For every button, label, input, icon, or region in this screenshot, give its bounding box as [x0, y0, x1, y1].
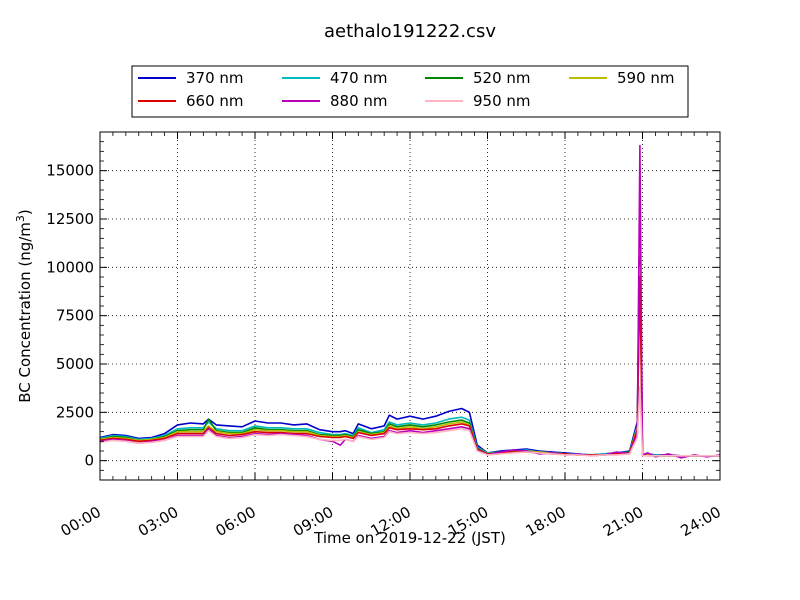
y-axis-label-sup: 3	[14, 215, 27, 222]
y-tick-label: 12500	[46, 210, 94, 228]
y-axis-label-main: BC Concentration (ng/m	[16, 222, 34, 403]
y-tick-label: 10000	[46, 258, 94, 276]
y-tick-label: 5000	[56, 355, 94, 373]
series-layer	[99, 144, 721, 459]
legend-label: 590 nm	[617, 69, 675, 87]
y-tick-label: 2500	[56, 403, 94, 421]
legend-label: 660 nm	[186, 92, 244, 110]
y-tick-label: 15000	[46, 162, 94, 180]
legend-label: 950 nm	[473, 92, 531, 110]
grid	[100, 132, 720, 480]
series-line-880-nm	[99, 144, 721, 459]
series-line-370-nm	[99, 218, 720, 457]
ticks	[99, 131, 721, 481]
legend-label: 370 nm	[186, 69, 244, 87]
series-line-950-nm	[99, 386, 720, 457]
legend-label: 880 nm	[330, 92, 388, 110]
legend-frame	[131, 65, 689, 118]
legend-label: 520 nm	[473, 69, 531, 87]
y-axis-label: BC Concentration (ng/m3)	[14, 209, 34, 403]
x-axis-label: Time on 2019-12-22 (JST)	[313, 529, 506, 547]
legend-label: 470 nm	[330, 69, 388, 87]
y-tick-labels: 0 2500 5000 7500 10000 12500 15000	[46, 162, 94, 470]
y-tick-label: 0	[84, 452, 94, 470]
chart-title: aethalo191222.csv	[324, 21, 496, 42]
legend: 370 nm 470 nm 520 nm 590 nm 660 nm 880 nm 950 …	[131, 65, 689, 118]
y-axis-label-end: )	[16, 209, 34, 215]
y-tick-label: 7500	[56, 307, 94, 325]
series-line-660-nm	[99, 276, 720, 457]
